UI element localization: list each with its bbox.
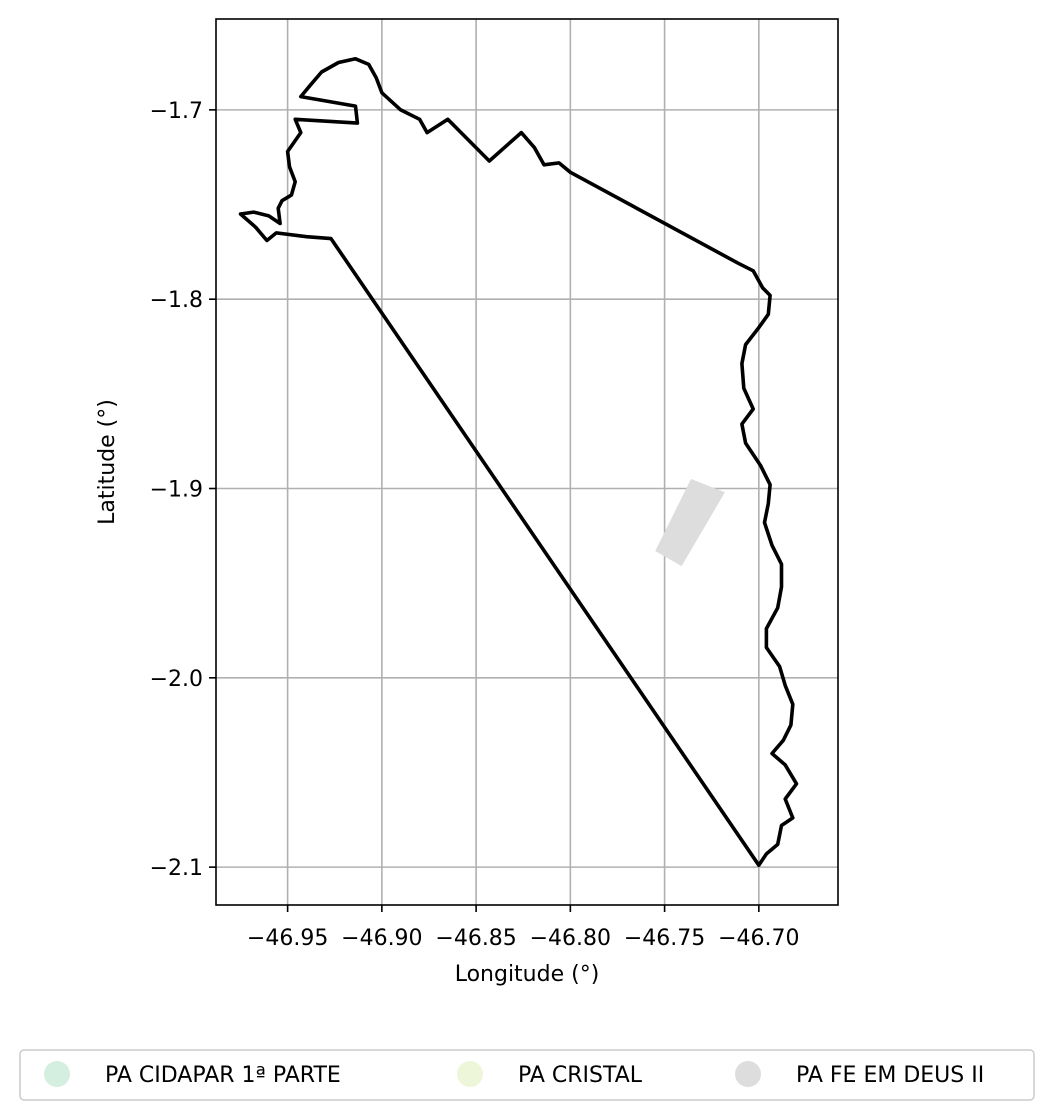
y-tick-label: −1.9 bbox=[150, 478, 203, 503]
boundary-outline bbox=[238, 56, 799, 868]
y-axis-ticks: −1.7 −1.8 −1.9 −2.0 −2.1 bbox=[150, 99, 216, 881]
y-tick-label: −2.0 bbox=[150, 667, 203, 692]
area-polygon bbox=[655, 479, 725, 567]
y-tick-label: −1.7 bbox=[150, 99, 203, 124]
x-tick-label: −46.70 bbox=[718, 926, 799, 951]
grid-lines bbox=[216, 19, 838, 905]
x-tick-label: −46.75 bbox=[624, 926, 705, 951]
legend: PA CIDAPAR 1ª PARTE PA CRISTAL PA FE EM … bbox=[19, 1049, 1035, 1101]
legend-marker-icon bbox=[457, 1061, 483, 1087]
x-axis-ticks: −46.95 −46.90 −46.85 −46.80 −46.75 −46.70 bbox=[247, 905, 800, 951]
x-tick-label: −46.85 bbox=[435, 926, 516, 951]
legend-frame bbox=[19, 1049, 1035, 1101]
y-axis-label: Latitude (°) bbox=[95, 399, 120, 525]
legend-entry: PA FE EM DEUS II bbox=[735, 1061, 984, 1088]
x-tick-label: −46.90 bbox=[341, 926, 422, 951]
x-tick-label: −46.80 bbox=[530, 926, 611, 951]
legend-marker-icon bbox=[44, 1061, 70, 1087]
y-tick-label: −1.8 bbox=[150, 288, 203, 313]
legend-marker-icon bbox=[735, 1061, 761, 1087]
legend-entry: PA CRISTAL bbox=[457, 1061, 643, 1088]
area-polygons bbox=[655, 479, 725, 567]
legend-label: PA FE EM DEUS II bbox=[796, 1063, 984, 1088]
boundary-line bbox=[238, 56, 799, 868]
y-tick-label: −2.1 bbox=[150, 856, 203, 881]
x-axis-label: Longitude (°) bbox=[455, 962, 600, 987]
x-tick-label: −46.95 bbox=[247, 926, 328, 951]
legend-entry: PA CIDAPAR 1ª PARTE bbox=[44, 1061, 341, 1088]
legend-label: PA CIDAPAR 1ª PARTE bbox=[105, 1063, 341, 1088]
legend-label: PA CRISTAL bbox=[518, 1063, 643, 1088]
plot-frame bbox=[215, 18, 839, 906]
